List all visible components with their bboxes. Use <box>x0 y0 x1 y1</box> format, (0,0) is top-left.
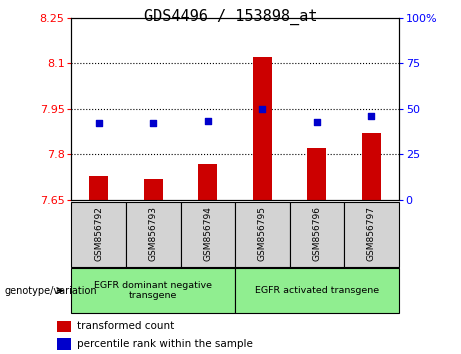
Bar <box>144 179 163 200</box>
Text: GSM856793: GSM856793 <box>149 206 158 261</box>
Text: EGFR dominant negative
transgene: EGFR dominant negative transgene <box>95 281 212 300</box>
Text: GSM856796: GSM856796 <box>313 206 321 261</box>
Bar <box>344 202 399 267</box>
Bar <box>181 202 235 267</box>
Bar <box>290 202 344 267</box>
Bar <box>235 202 290 267</box>
Bar <box>126 202 181 267</box>
Text: EGFR activated transgene: EGFR activated transgene <box>255 286 379 295</box>
Bar <box>57 338 71 350</box>
Point <box>368 114 375 119</box>
Text: percentile rank within the sample: percentile rank within the sample <box>77 339 254 349</box>
Bar <box>198 164 218 200</box>
Text: GSM856795: GSM856795 <box>258 206 267 261</box>
Point <box>95 120 102 125</box>
Text: GSM856794: GSM856794 <box>203 206 213 261</box>
Bar <box>235 268 399 313</box>
Bar <box>71 202 126 267</box>
Text: GDS4496 / 153898_at: GDS4496 / 153898_at <box>144 9 317 25</box>
Bar <box>89 176 108 200</box>
Point <box>313 119 321 125</box>
Point <box>204 118 212 124</box>
Point <box>259 106 266 112</box>
Bar <box>57 321 71 332</box>
Text: transformed count: transformed count <box>77 321 175 331</box>
Text: GSM856797: GSM856797 <box>367 206 376 261</box>
Bar <box>362 133 381 200</box>
Point <box>149 120 157 125</box>
Text: GSM856792: GSM856792 <box>94 206 103 261</box>
Bar <box>71 268 235 313</box>
Bar <box>307 148 326 200</box>
Text: genotype/variation: genotype/variation <box>5 286 97 296</box>
Bar <box>253 57 272 200</box>
